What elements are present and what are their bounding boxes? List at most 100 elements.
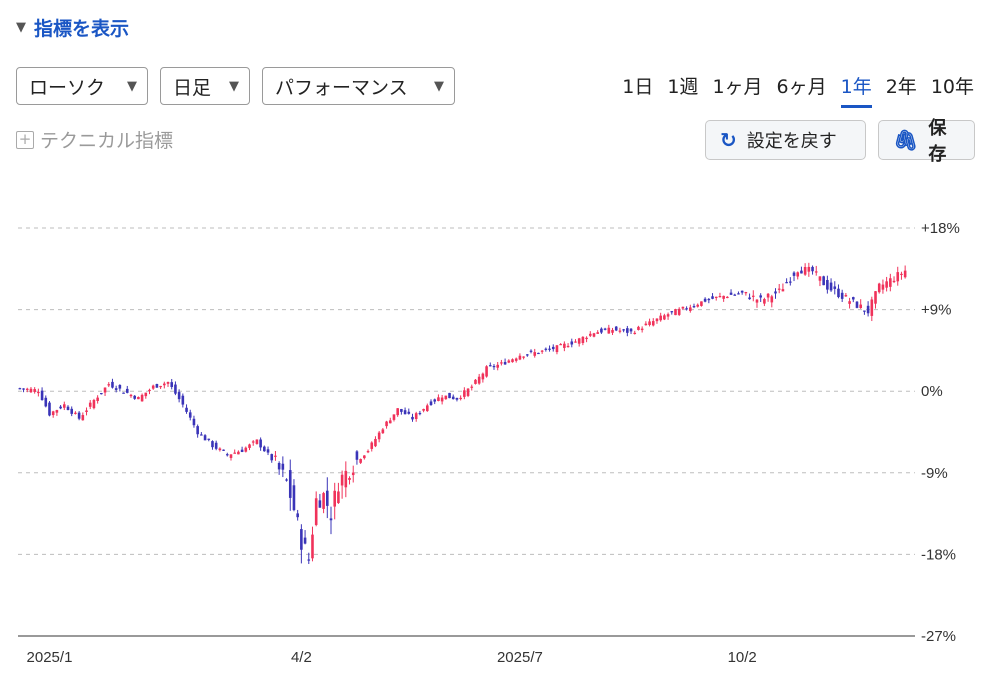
plus-box-icon: + xyxy=(16,130,34,149)
candle-body xyxy=(818,276,822,281)
candle-body xyxy=(174,384,177,394)
candle-body xyxy=(177,392,181,400)
x-tick-label: 10/2 xyxy=(728,649,757,666)
candle-body xyxy=(63,404,66,408)
candle-body xyxy=(592,333,596,337)
candle-body xyxy=(733,294,737,296)
period-tabs: 1日 1週 1ヶ月 6ヶ月 1年 2年 10年 xyxy=(622,72,974,108)
candle-body xyxy=(714,296,718,298)
candle-body xyxy=(292,485,296,511)
candle-body xyxy=(770,296,774,303)
chart-style-select[interactable]: ローソク ▼ xyxy=(16,67,148,105)
candle-body xyxy=(170,382,174,387)
interval-select[interactable]: 日足 ▼ xyxy=(160,67,250,105)
candle-body xyxy=(437,397,440,401)
candle-body xyxy=(637,326,640,330)
tab-period-1d[interactable]: 1日 xyxy=(622,76,654,98)
candle-body xyxy=(366,451,370,453)
candle-body xyxy=(614,326,618,331)
indicator-toggle[interactable]: ▼ 指標を表示 xyxy=(16,14,129,41)
tab-period-1w[interactable]: 1週 xyxy=(667,76,699,98)
technical-indicator-label: テクニカル指標 xyxy=(40,130,174,152)
candle-body xyxy=(522,356,525,358)
candle-body xyxy=(307,559,311,561)
candle-body xyxy=(377,432,381,440)
tab-period-6m[interactable]: 6ヶ月 xyxy=(776,76,827,98)
candle-body xyxy=(29,388,33,393)
candle-body xyxy=(751,295,755,297)
candle-body xyxy=(148,389,151,392)
candle-body xyxy=(514,358,518,361)
reset-settings-button[interactable]: ↻ 設定を戻す xyxy=(705,120,866,160)
candle-body xyxy=(726,296,729,299)
candle-body xyxy=(233,452,236,454)
tab-period-10y[interactable]: 10年 xyxy=(930,76,974,98)
candle-body xyxy=(385,421,388,427)
candle-body xyxy=(837,288,840,298)
candle-body xyxy=(400,408,403,412)
candle-body xyxy=(763,299,766,304)
y-tick-label: +9% xyxy=(921,302,951,319)
tab-period-1m[interactable]: 1ヶ月 xyxy=(712,76,763,98)
candle-body xyxy=(744,292,748,294)
candle-body xyxy=(848,301,851,304)
candle-body xyxy=(355,451,359,460)
candle-body xyxy=(807,266,811,272)
candle-body xyxy=(777,288,781,290)
candle-body xyxy=(870,299,874,316)
tab-period-1y[interactable]: 1年 xyxy=(840,72,872,108)
candle-body xyxy=(488,365,492,367)
candle-body xyxy=(829,282,833,291)
candle-body xyxy=(185,407,188,412)
display-mode-select[interactable]: パフォーマンス ▼ xyxy=(262,67,455,105)
chart-style-value: ローソク xyxy=(29,76,106,99)
candle-body xyxy=(833,286,837,289)
candle-body xyxy=(722,295,725,299)
candle-body xyxy=(563,343,566,348)
candle-body xyxy=(207,438,211,440)
candle-body xyxy=(903,270,907,278)
candle-body xyxy=(670,311,674,313)
candle-body xyxy=(759,295,762,298)
y-tick-label: +18% xyxy=(921,220,960,237)
candle-body xyxy=(248,444,251,448)
candle-body xyxy=(711,296,714,299)
candle-body xyxy=(448,392,451,399)
candle-body xyxy=(851,297,855,300)
candle-body xyxy=(466,388,470,396)
candle-body xyxy=(303,537,307,544)
candle-body xyxy=(100,393,103,395)
candle-body xyxy=(855,301,859,308)
candle-body xyxy=(137,397,140,400)
tab-period-2y[interactable]: 2年 xyxy=(885,76,917,98)
candle-body xyxy=(66,406,70,411)
save-button[interactable]: 🖇 保存 xyxy=(878,118,975,165)
candle-body xyxy=(392,414,396,420)
candle-body xyxy=(440,397,444,402)
candle-body xyxy=(529,350,533,352)
candle-body xyxy=(211,441,214,448)
candle-body xyxy=(274,455,277,457)
candle-body xyxy=(270,454,274,461)
candle-body xyxy=(192,418,196,426)
candle-body xyxy=(263,446,266,452)
candle-body xyxy=(655,318,659,322)
candle-body xyxy=(492,365,496,368)
candle-body xyxy=(537,352,540,355)
candle-body xyxy=(351,472,355,476)
candle-body xyxy=(181,395,185,405)
candle-body xyxy=(500,362,503,364)
candle-body xyxy=(203,435,207,441)
candle-body xyxy=(122,392,125,394)
candle-body xyxy=(426,405,429,412)
candle-body xyxy=(826,279,829,290)
technical-indicator-toggle[interactable]: + テクニカル指標 xyxy=(16,126,173,153)
candle-body xyxy=(703,298,707,302)
candle-body xyxy=(74,412,77,414)
interval-value: 日足 xyxy=(173,76,212,99)
candle-body xyxy=(166,381,170,384)
candle-body xyxy=(25,388,29,390)
candle-body xyxy=(785,282,788,284)
candle-body xyxy=(433,399,437,402)
candle-body xyxy=(689,307,692,311)
